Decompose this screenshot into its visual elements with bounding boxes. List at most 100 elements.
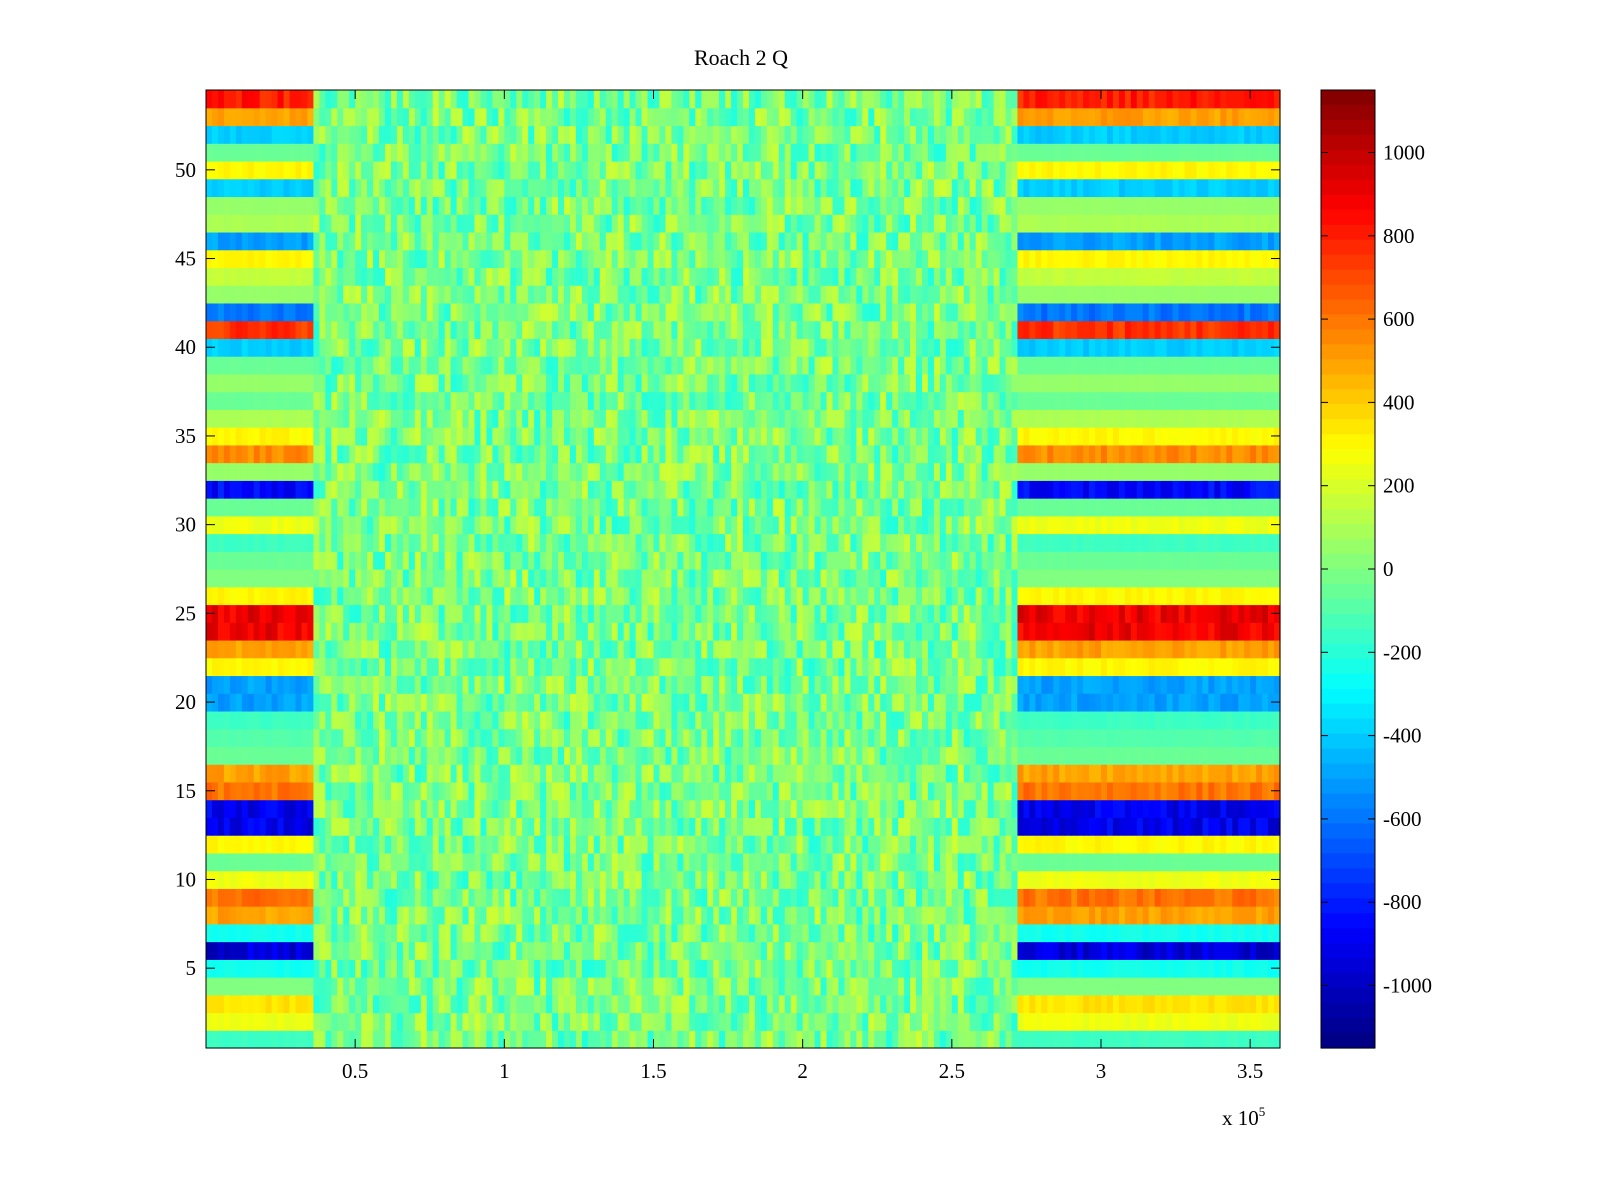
heatmap-cell (677, 994, 684, 1014)
heatmap-cell (552, 870, 559, 889)
heatmap-cell (689, 604, 696, 623)
heatmap-cell (432, 888, 440, 907)
heatmap-cell (1178, 1012, 1186, 1031)
heatmap-cell (868, 906, 875, 925)
heatmap-cell (784, 781, 792, 801)
heatmap-cell (1238, 1030, 1245, 1049)
heatmap-cell (850, 657, 857, 677)
heatmap-cell (1244, 817, 1251, 836)
heatmap-cell (1166, 1030, 1174, 1049)
heatmap-cell (361, 569, 368, 588)
heatmap-cell (707, 799, 714, 818)
heatmap-cell (1053, 622, 1060, 641)
heatmap-cell (1071, 977, 1078, 996)
heatmap-cell (259, 710, 267, 730)
heatmap-cell (355, 994, 362, 1014)
heatmap-cell (1053, 604, 1060, 623)
heatmap-cell (1202, 604, 1209, 623)
heatmap-cell (766, 551, 774, 570)
heatmap-cell (838, 639, 846, 659)
heatmap-cell (796, 622, 804, 641)
heatmap-cell (850, 764, 857, 783)
heatmap-cell (587, 622, 595, 641)
heatmap-cell (1005, 746, 1013, 765)
heatmap-cell (647, 888, 655, 907)
heatmap-cell (874, 941, 881, 960)
heatmap-cell (671, 728, 678, 748)
heatmap-cell (486, 657, 493, 677)
heatmap-cell (223, 657, 231, 677)
heatmap-cell (217, 764, 225, 783)
heatmap-cell (1268, 1012, 1275, 1031)
heatmap-cell (211, 728, 219, 748)
heatmap-cell (1268, 923, 1275, 943)
heatmap-cell (575, 622, 583, 641)
heatmap-cell (641, 1030, 649, 1049)
heatmap-cell (826, 817, 834, 836)
heatmap-cell (605, 923, 613, 943)
heatmap-cell (1154, 852, 1162, 872)
heatmap-cell (641, 835, 649, 854)
heatmap-cell (265, 888, 273, 907)
heatmap-cell (1184, 639, 1192, 659)
heatmap-cell (927, 622, 935, 641)
heatmap-cell (510, 622, 517, 641)
heatmap-cell (933, 799, 941, 818)
heatmap-cell (868, 817, 875, 836)
heatmap-cell (707, 959, 714, 978)
heatmap-cell (367, 852, 374, 872)
heatmap-cell (713, 817, 720, 836)
heatmap-cell (629, 657, 637, 677)
heatmap-cell (927, 569, 935, 588)
heatmap-cell (396, 923, 404, 943)
heatmap-cell (241, 1012, 249, 1031)
heatmap-cell (492, 817, 499, 836)
heatmap-cell (331, 888, 338, 907)
heatmap-cell (814, 551, 822, 570)
heatmap-cell (1041, 941, 1048, 960)
heatmap-cell (349, 604, 356, 623)
heatmap-cell (981, 835, 989, 854)
heatmap-cell (629, 569, 637, 588)
heatmap-cell (516, 1012, 523, 1031)
heatmap-cell (945, 1030, 953, 1049)
heatmap-cell (1106, 781, 1114, 801)
heatmap-cell (1238, 906, 1245, 925)
heatmap-cell (456, 994, 464, 1014)
heatmap-cell (325, 675, 332, 694)
heatmap-cell (1089, 569, 1096, 588)
heatmap-cell (432, 675, 440, 694)
heatmap-cell (623, 959, 631, 978)
heatmap-cell (1065, 870, 1072, 889)
heatmap-cell (253, 586, 261, 606)
heatmap-cell (969, 1012, 977, 1031)
heatmap-cell (880, 977, 887, 996)
heatmap-cell (1118, 639, 1126, 659)
heatmap-cell (969, 799, 977, 818)
heatmap-cell (414, 835, 422, 854)
heatmap-cell (1118, 835, 1126, 854)
heatmap-cell (731, 923, 738, 943)
heatmap-cell (641, 977, 649, 996)
heatmap-cell (319, 799, 326, 818)
heatmap-cell (826, 888, 834, 907)
heatmap-cell (868, 835, 875, 854)
heatmap-cell (259, 639, 267, 659)
heatmap-cell (1101, 586, 1108, 606)
heatmap-cell (844, 764, 851, 783)
heatmap-cell (599, 675, 607, 694)
heatmap-cell (450, 710, 458, 730)
heatmap-cell (641, 959, 649, 978)
heatmap-cell (993, 852, 1001, 872)
heatmap-cell (331, 622, 338, 641)
heatmap-cell (462, 959, 470, 978)
heatmap-cell (904, 781, 911, 801)
heatmap-cell (253, 923, 261, 943)
heatmap-cell (641, 728, 649, 748)
heatmap-cell (993, 586, 1001, 606)
heatmap-cell (462, 657, 470, 677)
heatmap-cell (498, 551, 505, 570)
heatmap-cell (349, 693, 356, 712)
heatmap-cell (1047, 977, 1054, 996)
heatmap-cell (862, 569, 869, 588)
